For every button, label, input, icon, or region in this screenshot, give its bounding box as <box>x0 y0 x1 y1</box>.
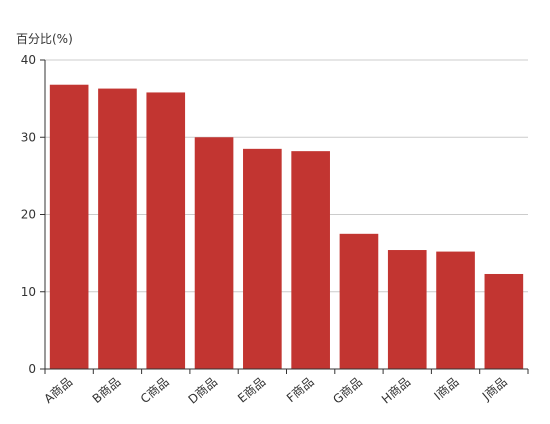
bar <box>243 148 282 369</box>
x-tick-label: B商品 <box>89 374 123 406</box>
x-tick-label: D商品 <box>185 374 220 407</box>
x-tick-label: A商品 <box>41 374 75 406</box>
y-tick-label: 30 <box>21 130 36 144</box>
y-tick-label: 40 <box>21 53 36 67</box>
y-tick-label: 20 <box>21 208 36 222</box>
bar <box>339 233 379 369</box>
bar <box>387 250 427 369</box>
bar <box>291 151 330 369</box>
x-tick-label: F商品 <box>283 374 316 405</box>
x-tick-label: I商品 <box>431 374 462 403</box>
bar <box>49 84 89 369</box>
x-axis-ticks: A商品 B商品 C商品 D商品 E商品 F商品 G商品 H商品 I商品 J商品 <box>41 369 529 407</box>
x-tick-label: G商品 <box>330 374 365 407</box>
x-tick-label: C商品 <box>137 374 171 406</box>
y-tick-label: 10 <box>21 285 36 299</box>
y-tick-label: 0 <box>28 362 36 376</box>
x-tick-label: H商品 <box>378 374 413 407</box>
bars <box>49 84 524 370</box>
y-axis-title: 百分比(%) <box>16 32 73 46</box>
y-axis-ticks: 0 10 20 30 40 <box>21 53 45 376</box>
x-tick-label: E商品 <box>234 374 268 406</box>
x-tick-label: J商品 <box>478 374 510 404</box>
bar <box>98 88 137 370</box>
bar <box>146 92 186 369</box>
bar <box>484 273 524 369</box>
bar <box>436 251 475 369</box>
bar <box>194 137 234 369</box>
